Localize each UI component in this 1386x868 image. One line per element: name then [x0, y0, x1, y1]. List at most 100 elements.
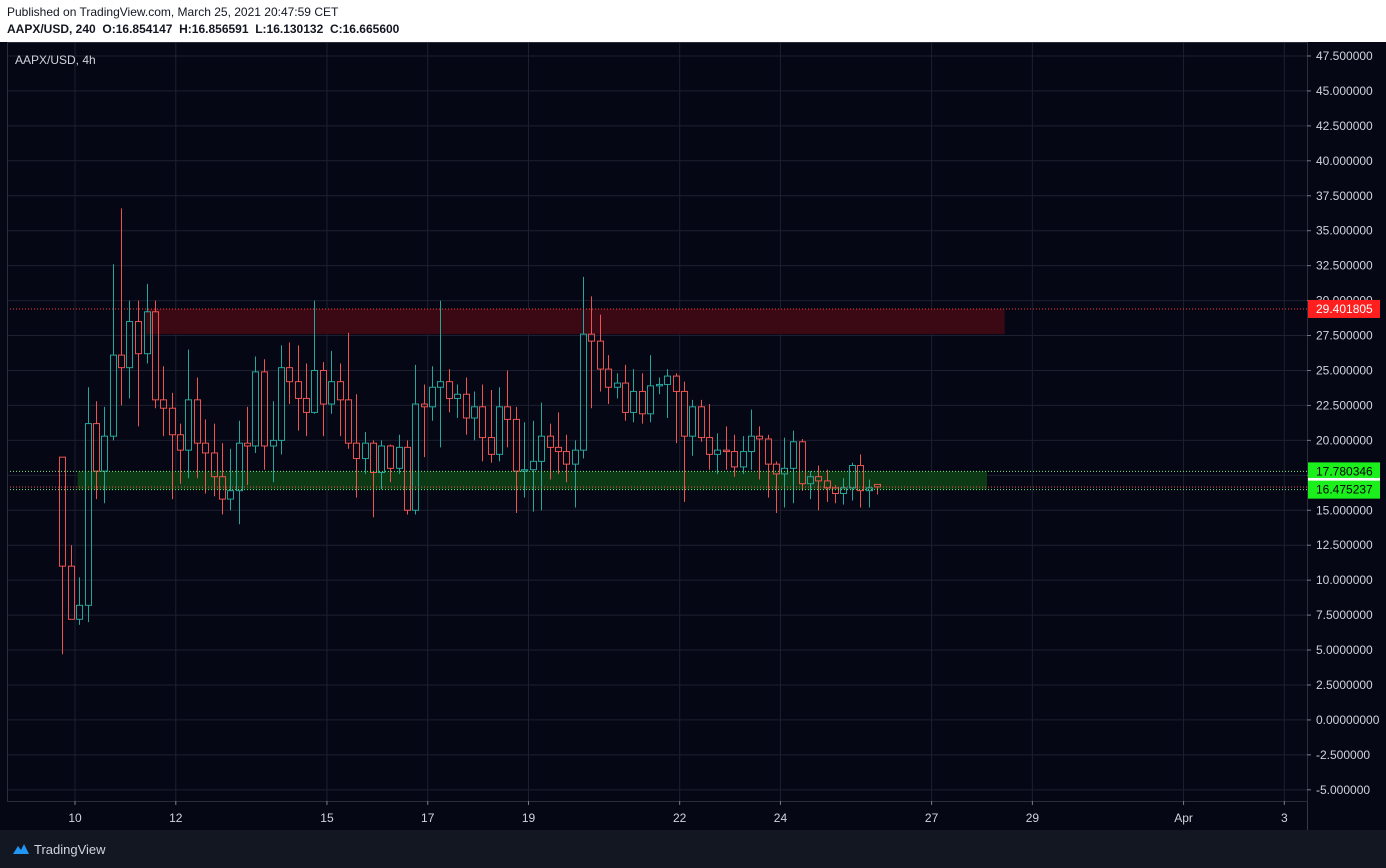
- price-tick-label: 20.000000: [1316, 433, 1373, 447]
- candle: [638, 373, 647, 424]
- time-tick-label: 17: [421, 811, 435, 825]
- candle: [100, 406, 109, 504]
- candle-body: [327, 381, 336, 405]
- candle: [344, 332, 353, 449]
- candle: [285, 342, 294, 405]
- candle: [361, 431, 370, 474]
- candle: [713, 433, 722, 474]
- candle-body: [151, 311, 160, 401]
- candle-body: [823, 480, 832, 489]
- candle-body: [159, 399, 168, 409]
- candle-body: [764, 438, 773, 465]
- candle: [739, 436, 748, 474]
- candle: [764, 434, 773, 498]
- chart-title: AAPX/USD, 4h: [15, 53, 96, 67]
- low-value: 16.130132: [266, 22, 324, 36]
- time-tick-label: 19: [522, 811, 536, 825]
- candle: [688, 399, 697, 456]
- tradingview-logo-icon: [13, 844, 29, 854]
- candle: [520, 422, 529, 498]
- symbol-interval: AAPX/USD, 240: [7, 22, 96, 36]
- candle: [697, 399, 706, 442]
- candle-body: [629, 390, 638, 413]
- candle: [386, 444, 395, 483]
- candle-body: [243, 442, 252, 447]
- candle: [428, 366, 437, 421]
- candle-body: [462, 393, 471, 419]
- time-tick-label: 29: [1026, 811, 1040, 825]
- candle: [327, 350, 336, 414]
- price-tick-label: 12.500000: [1316, 538, 1373, 552]
- time-tick-label: 10: [68, 811, 82, 825]
- candle-body: [503, 406, 512, 420]
- candle: [251, 356, 260, 453]
- footer: TradingView: [0, 830, 1386, 868]
- candle: [277, 345, 286, 455]
- price-tick-label: 15.000000: [1316, 503, 1373, 517]
- candle: [310, 300, 319, 414]
- candle: [395, 434, 404, 474]
- candle-body: [571, 449, 580, 465]
- candle: [294, 345, 303, 431]
- candle-body: [361, 442, 370, 460]
- candle-body: [672, 375, 681, 392]
- price-tick-label: 42.500000: [1316, 119, 1373, 133]
- candle-body: [772, 463, 781, 475]
- candle: [789, 430, 798, 504]
- candle: [168, 392, 177, 500]
- candle: [411, 364, 420, 515]
- candle-body: [143, 311, 152, 355]
- time-tick-label: 24: [774, 811, 788, 825]
- candle: [747, 409, 756, 470]
- candle: [420, 384, 429, 458]
- candle-body: [125, 321, 134, 369]
- candle: [184, 349, 193, 479]
- time-tick-label: Apr: [1174, 811, 1193, 825]
- price-tick-label: -2.500000: [1316, 748, 1370, 762]
- candle-body: [697, 406, 706, 439]
- candle-body: [226, 490, 235, 500]
- candle: [134, 300, 143, 427]
- candle: [722, 426, 731, 470]
- candle-body: [58, 456, 67, 567]
- candle: [806, 471, 815, 500]
- candlestick-chart[interactable]: 47.50000045.00000042.50000040.00000037.5…: [0, 42, 1386, 830]
- grid-lines: [7, 42, 1307, 801]
- candle-body: [210, 452, 219, 478]
- open-label: O:: [102, 22, 116, 36]
- time-tick-label: 27: [925, 811, 939, 825]
- candle: [487, 390, 496, 463]
- candle-body: [218, 476, 227, 500]
- candle-body: [386, 445, 395, 469]
- candle-body: [680, 390, 689, 437]
- close-value: 16.665600: [342, 22, 400, 36]
- candle: [529, 420, 538, 512]
- candle-body: [739, 451, 748, 468]
- price-tick-label: 47.500000: [1316, 49, 1373, 63]
- resistance-zone: [145, 308, 1005, 335]
- candle-body: [445, 381, 454, 399]
- price-tick-label: 22.500000: [1316, 398, 1373, 412]
- time-axis[interactable]: 10 12 15 17 19 22 24 27 29 Apr 3: [68, 801, 1288, 825]
- candle-body: [403, 446, 412, 511]
- candle-body: [730, 451, 739, 468]
- candle-body: [109, 354, 118, 437]
- candle: [260, 359, 269, 470]
- candle-body: [848, 465, 857, 489]
- candle: [176, 423, 185, 484]
- price-tick-label: 10.000000: [1316, 573, 1373, 587]
- candle-body: [201, 442, 210, 454]
- candle: [151, 300, 160, 409]
- level-lines: [7, 308, 1307, 491]
- candle-body: [487, 437, 496, 455]
- candle-body: [269, 439, 278, 447]
- price-label-bg: [1308, 299, 1380, 318]
- candle: [143, 283, 152, 364]
- candle: [562, 434, 571, 483]
- open-value: 16.854147: [115, 22, 173, 36]
- candle-body: [294, 381, 303, 399]
- price-label-text: 29.401805: [1316, 302, 1373, 316]
- candle-body: [436, 381, 445, 388]
- candle-body: [554, 446, 563, 453]
- candle: [587, 296, 596, 409]
